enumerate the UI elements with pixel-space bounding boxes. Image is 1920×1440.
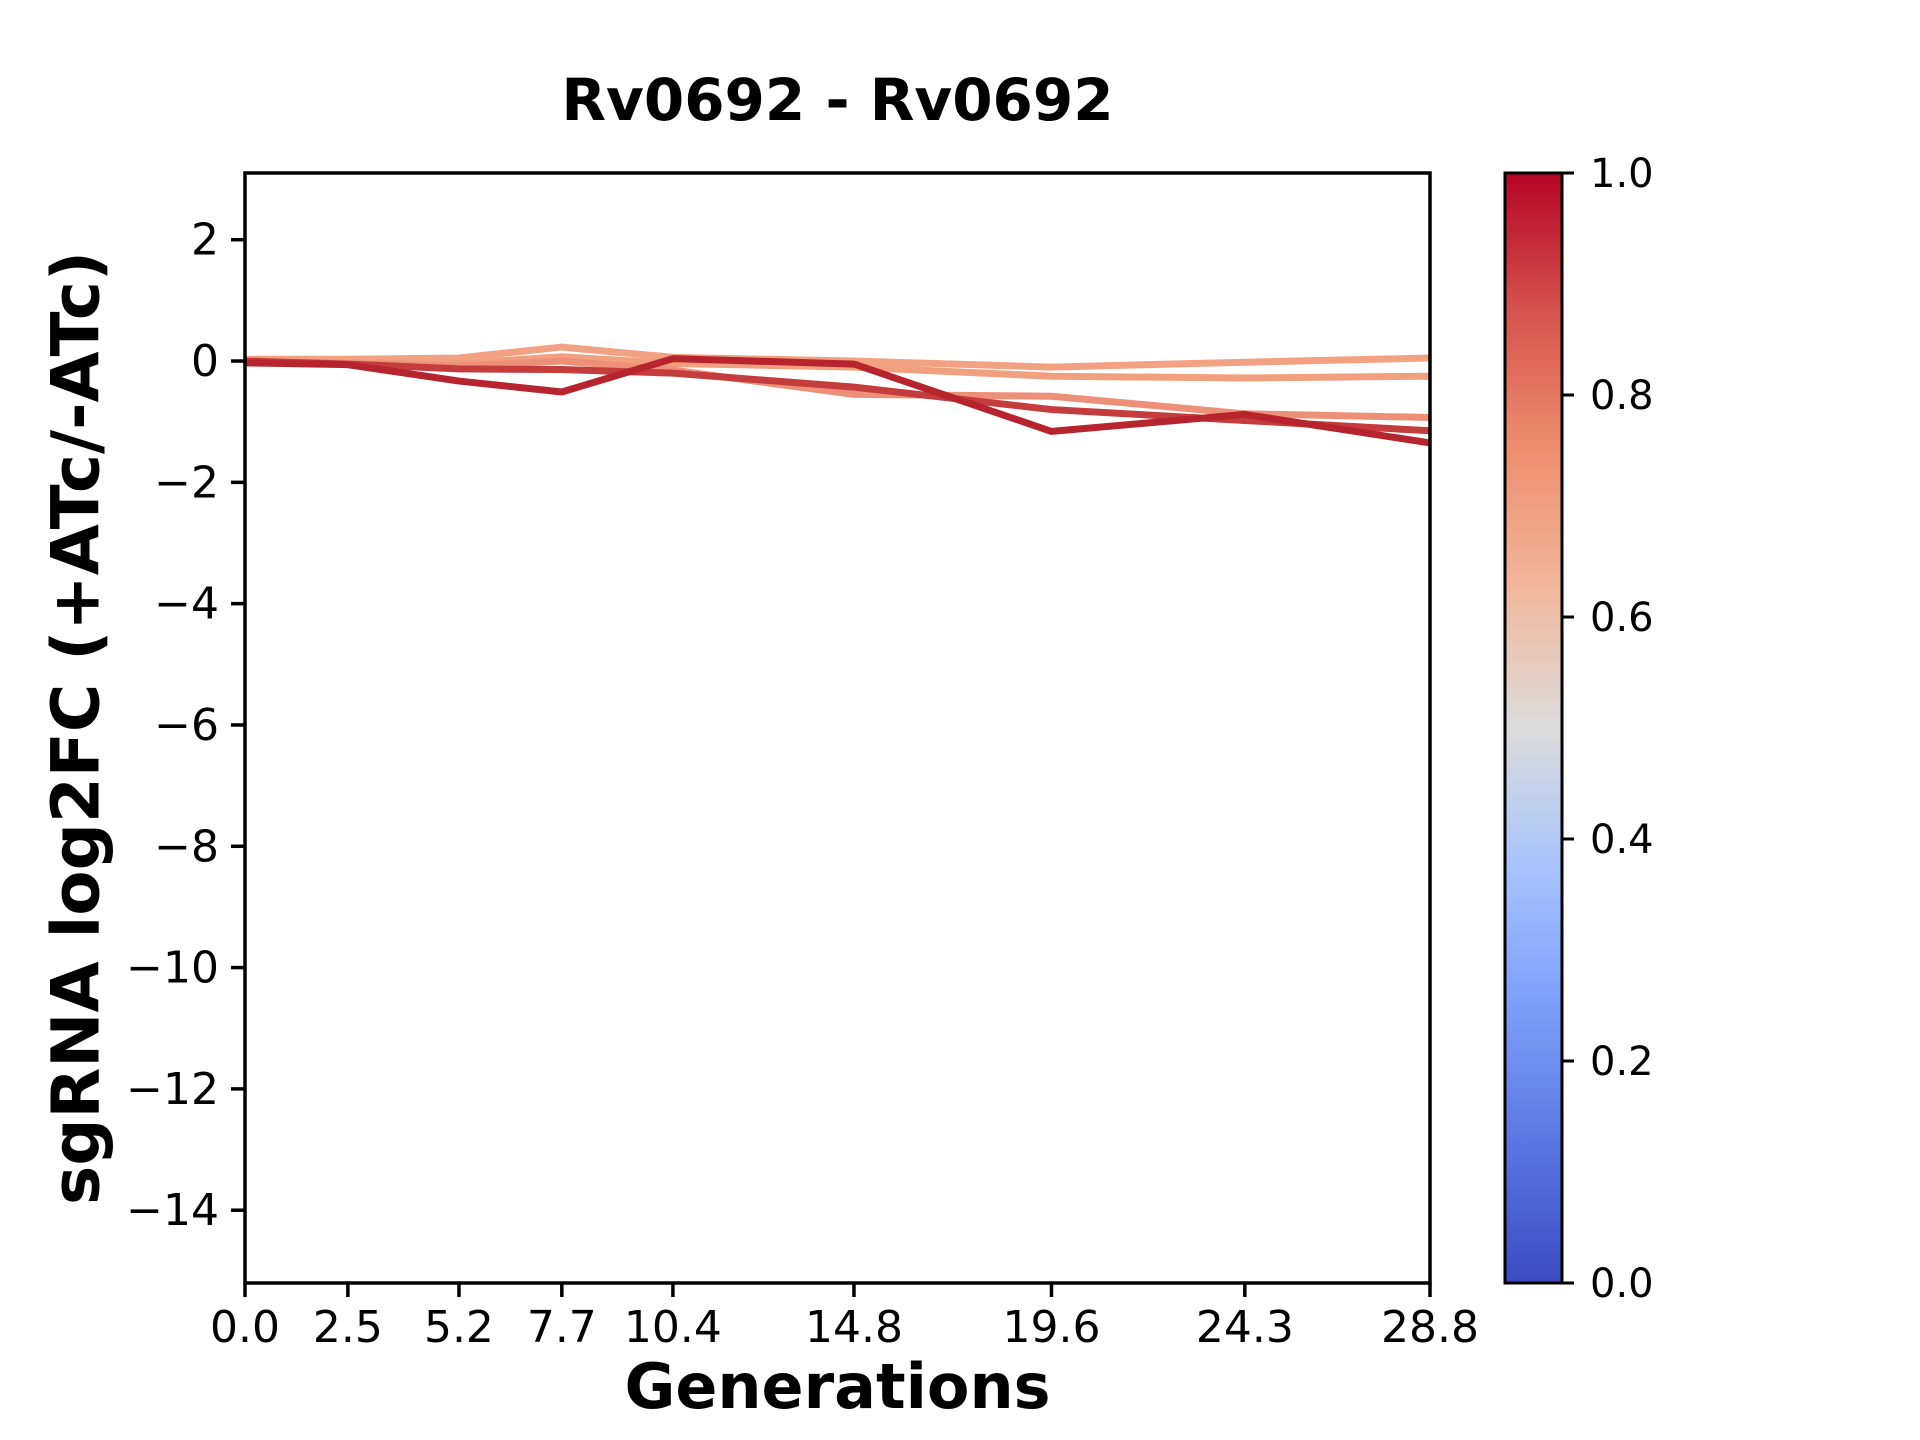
y-tick-label: −2 <box>154 457 219 508</box>
colorbar-gradient <box>1505 173 1562 1283</box>
x-axis-label: Generations <box>624 1350 1051 1423</box>
x-tick-label: 14.8 <box>805 1302 903 1353</box>
x-tick-label: 24.3 <box>1196 1302 1294 1353</box>
y-tick-label: 0 <box>191 336 219 387</box>
x-tick-label: 10.4 <box>624 1302 722 1353</box>
colorbar-tick-label: 1.0 <box>1590 151 1654 197</box>
y-tick-label: −14 <box>126 1185 219 1236</box>
y-tick-label: −6 <box>154 700 219 751</box>
y-tick-label: 2 <box>191 215 219 266</box>
series-line-sgRNA-4 <box>244 357 1431 435</box>
y-axis-label: sgRNA log2FC (+ATc/-ATc) <box>37 250 115 1206</box>
y-tick-label: −10 <box>126 943 219 994</box>
plot-title: Rv0692 - Rv0692 <box>561 66 1114 134</box>
x-tick-label: 0.0 <box>210 1302 280 1353</box>
x-tick-label: 7.7 <box>527 1302 597 1353</box>
colorbar-tick-label: 0.8 <box>1590 373 1654 419</box>
colorbar-frame <box>1503 171 1564 1285</box>
plot-frame <box>243 171 1432 1285</box>
x-tick-label: 28.8 <box>1381 1302 1479 1353</box>
colorbar-tick-label: 0.6 <box>1590 595 1654 641</box>
x-tick-label: 5.2 <box>424 1302 494 1353</box>
colorbar-tick-label: 0.0 <box>1590 1261 1654 1307</box>
x-tick-label: 19.6 <box>1002 1302 1100 1353</box>
series-line-sgRNA-5 <box>244 355 1431 447</box>
colorbar-tick-label: 0.2 <box>1590 1039 1654 1085</box>
x-tick-label: 2.5 <box>313 1302 383 1353</box>
y-tick-label: −8 <box>154 821 219 872</box>
y-tick-label: −4 <box>154 579 219 630</box>
colorbar-tick-label: 0.4 <box>1590 817 1654 863</box>
y-tick-label: −12 <box>126 1064 219 1115</box>
